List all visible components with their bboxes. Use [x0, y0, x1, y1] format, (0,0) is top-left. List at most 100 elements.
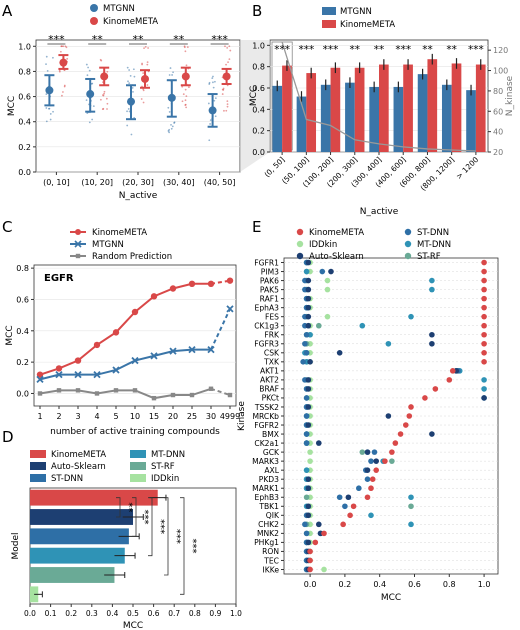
jitter-point [45, 55, 48, 58]
jitter-point [45, 107, 48, 109]
jitter-point [127, 108, 130, 110]
kinase-point [385, 340, 392, 347]
legend-swatch [130, 462, 146, 470]
x-tick-label: 4999 [220, 412, 240, 421]
jitter-point [103, 90, 106, 93]
jitter-point [130, 133, 133, 136]
jitter-point [168, 131, 171, 134]
x-tick-label: 20 [168, 412, 178, 421]
jitter-point [52, 56, 54, 59]
data-point [56, 388, 62, 393]
jitter-point [103, 92, 105, 95]
kinase-point [368, 512, 374, 519]
y-tick-label: 1.0 [252, 41, 265, 50]
data-point [113, 388, 119, 393]
jitter-point [167, 130, 170, 132]
legend-swatch [30, 450, 46, 458]
kinase-point [307, 566, 313, 573]
jitter-point [142, 72, 145, 74]
legend-marker [75, 253, 81, 259]
kinase-point [481, 313, 487, 320]
kinase-label: FGFR3 [254, 340, 279, 349]
jitter-point [185, 64, 188, 67]
kinase-point [305, 313, 312, 320]
legend-marker [90, 17, 98, 25]
jitter-point [188, 86, 190, 89]
legend-label: KinomeMETA [340, 20, 395, 30]
kinase-point [359, 322, 366, 329]
mtgnn-mean-point [45, 86, 54, 95]
y-axis-label: MCC [5, 325, 15, 345]
x-axis-label: N_active [360, 207, 399, 217]
kinase-point [307, 548, 313, 555]
data-point [150, 293, 158, 300]
kinomemeta-bar [403, 64, 413, 152]
kinase-point [429, 340, 435, 347]
mtgnn-mean-point [127, 97, 135, 106]
x-axis-label: N_active [119, 191, 158, 201]
kinase-point [481, 377, 487, 383]
jitter-point [167, 106, 170, 109]
legend-marker [90, 4, 98, 12]
legend-label: MT-DNN [151, 450, 185, 460]
kinase-label: EphB3 [255, 493, 280, 502]
legend-marker [75, 229, 81, 235]
data-point [226, 305, 234, 313]
y-right-tick-label: 40 [493, 128, 503, 137]
x-tick-label: 0.8 [443, 580, 456, 589]
kinase-point [303, 395, 310, 401]
x-tick-label: 25 [187, 412, 197, 421]
kinase-point [324, 313, 331, 320]
legend-swatch [30, 462, 46, 470]
y-tick-label: 0.8 [18, 67, 31, 76]
data-point [36, 375, 44, 384]
y-tick-label: 0.4 [16, 327, 29, 336]
kinase-point [305, 404, 312, 410]
data-point [112, 329, 120, 336]
kinase-point [305, 277, 312, 284]
legend-label: ST-RF [417, 252, 441, 262]
kinase-point [305, 259, 312, 266]
jitter-point [48, 107, 50, 110]
kinomemeta-bar [354, 67, 365, 152]
kinase-point [481, 259, 487, 266]
mtgnn-bar [320, 84, 331, 152]
kinase-label: QIK [266, 511, 280, 520]
kinase-label: BMX [262, 430, 279, 439]
kinomemeta-mean-point [141, 74, 149, 83]
kinase-point [364, 449, 371, 455]
model-bar [30, 528, 129, 545]
significance-marker: *** [298, 44, 314, 56]
kinase-point [382, 458, 388, 464]
jitter-point [132, 68, 135, 71]
kinase-point [481, 395, 487, 401]
kinase-point [432, 386, 439, 392]
data-point [170, 392, 176, 398]
kinase-point [364, 494, 371, 501]
data-point [112, 366, 120, 374]
data-point [151, 395, 157, 401]
jitter-point [100, 59, 103, 62]
jitter-point [211, 77, 214, 80]
kinase-point [429, 431, 435, 437]
x-tick-label: 1.0 [478, 580, 491, 589]
kinase-point [369, 476, 376, 483]
data-point [150, 352, 158, 360]
kinase-label: RON [262, 547, 279, 556]
legend-label: KinomeMETA [309, 228, 364, 238]
jitter-point [213, 99, 216, 102]
data-point [131, 308, 139, 316]
kinase-point [481, 322, 487, 329]
jitter-point [140, 98, 143, 100]
y-tick-label: 0.0 [18, 168, 31, 177]
panel-a-chart: 0.00.20.40.60.81.0*** ** ** ** ***(0, 10] (10… [7, 4, 241, 201]
kinase-label: AKT1 [260, 367, 279, 376]
y-right-tick-label: 80 [493, 87, 503, 96]
panel-e-chart: FGFR1PIM3PAK6PAK5RAF1EphA3FESCK1g3FRKFGF… [237, 228, 499, 603]
kinase-point [449, 368, 456, 374]
kinase-point [324, 277, 331, 284]
legend-label: MTGNN [340, 7, 372, 17]
kinase-point [481, 340, 487, 347]
y-right-tick-label: 20 [493, 148, 503, 157]
